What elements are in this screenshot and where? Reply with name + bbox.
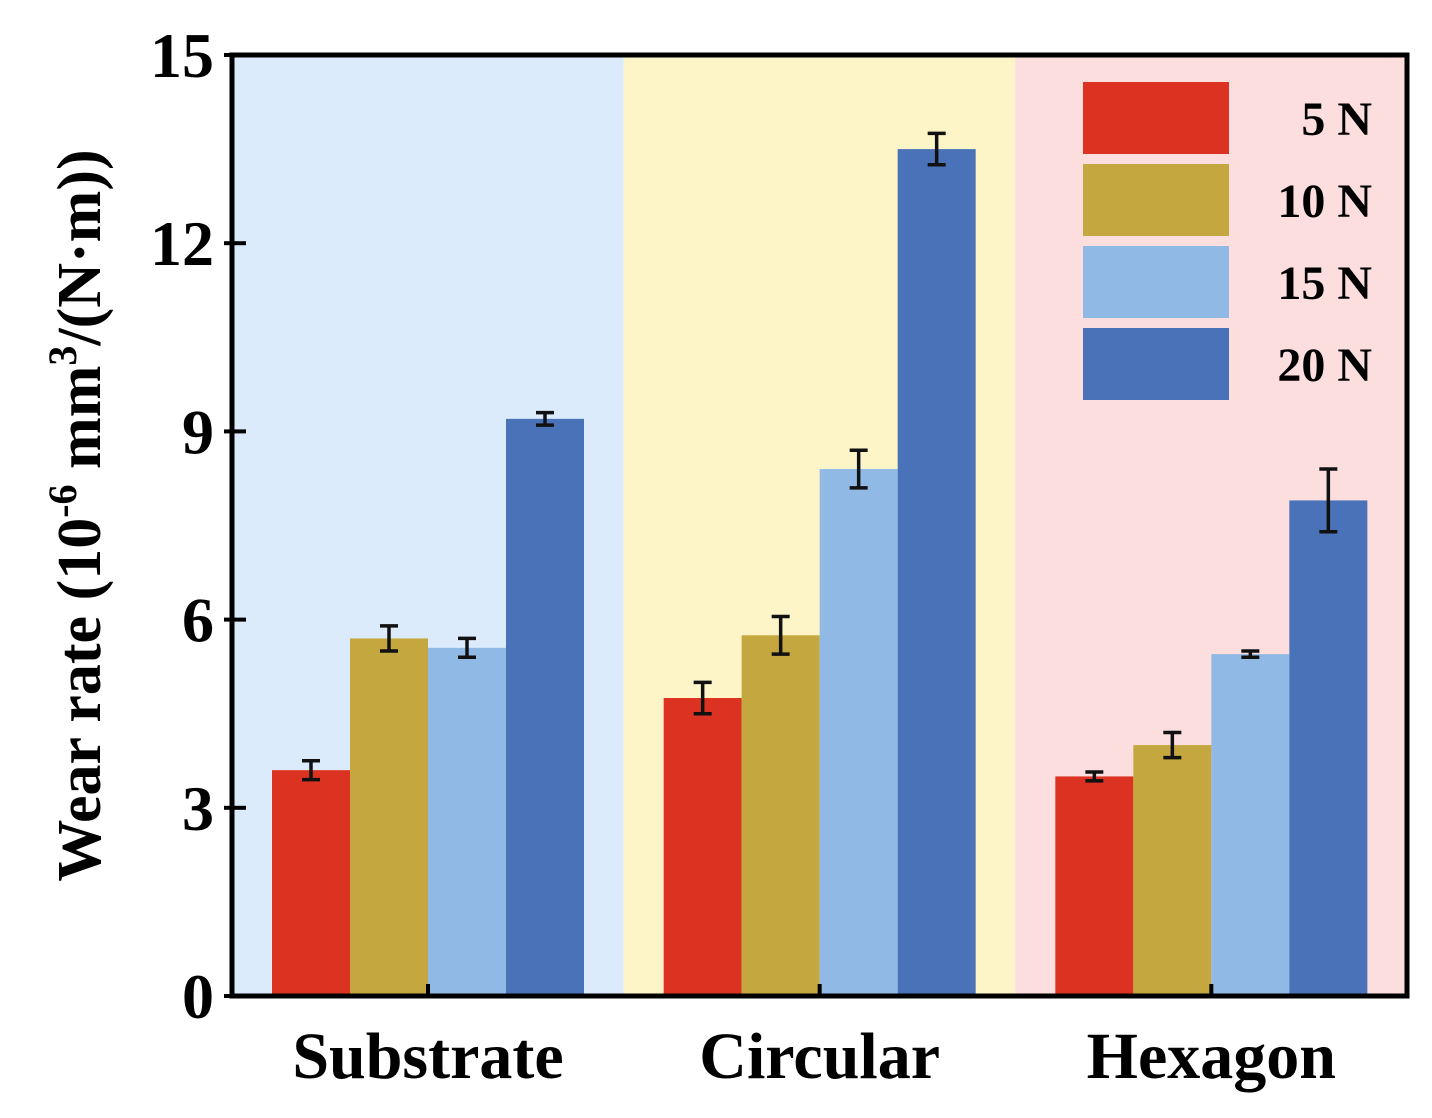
error-bar-hexagon-5n [1085,770,1104,783]
y-title-prefix: Wear rate (10 [46,518,114,882]
legend-label-15n: 15 N [1277,257,1372,310]
bar-substrate-15n [428,647,506,996]
bars [272,149,1368,997]
error-bar-substrate-15n [458,636,476,659]
bar-substrate-20n [506,418,584,996]
error-bar-substrate-5n [302,759,320,782]
y-tick-label: 0 [182,961,214,1032]
legend-label-5n: 5 N [1301,93,1372,146]
error-bar-circular-5n [693,680,712,716]
error-bar-substrate-20n [536,410,554,427]
legend-swatch-10n [1083,164,1229,236]
y-tick-label: 3 [182,773,214,844]
legend-label-10n: 10 N [1277,175,1372,228]
legend-swatch-5n [1083,82,1229,154]
y-title-unit: mm [46,366,114,485]
y-axis: 0 3 6 9 12 15 [150,20,246,1032]
bar-hexagon-5n [1055,776,1134,996]
y-tick-label: 9 [182,396,214,467]
y-tick-label: 6 [182,585,214,656]
legend-label-20n: 20 N [1277,339,1372,392]
error-bar-substrate-10n [380,624,398,653]
y-tick-label: 15 [150,20,214,91]
legend: 5 N 10 N 15 N 20 N [1083,82,1372,400]
error-bars [302,131,1338,783]
x-tick-label-substrate: Substrate [292,1020,563,1093]
x-axis: Substrate Circular Hexagon [292,984,1336,1093]
y-title-exponent-2: 3 [40,346,85,366]
bar-hexagon-10n [1133,745,1212,996]
y-tick-label: 12 [150,208,214,279]
bar-hexagon-15n [1211,654,1290,996]
y-title-exponent-1: -6 [40,484,85,517]
bar-substrate-5n [272,770,350,996]
error-bar-circular-15n [849,448,868,490]
x-tick-label-hexagon: Hexagon [1087,1020,1336,1093]
legend-swatch-15n [1083,246,1229,318]
bar-circular-20n [897,149,976,997]
y-axis-title: Wear rate (10-6 mm3/(N·m)) [40,149,114,881]
error-bar-hexagon-15n [1241,649,1260,659]
bar-circular-10n [741,635,820,996]
legend-swatch-20n [1083,328,1229,400]
bar-substrate-10n [350,638,428,996]
error-bar-hexagon-20n [1319,467,1338,534]
y-title-suffix: /(N·m)) [46,149,114,346]
bar-circular-5n [663,698,742,996]
error-bar-circular-20n [927,131,946,167]
x-tick-label-circular: Circular [699,1020,940,1093]
bar-hexagon-20n [1289,500,1368,996]
error-bar-circular-10n [771,614,790,656]
error-bar-hexagon-10n [1163,730,1182,760]
bar-circular-15n [819,469,898,996]
